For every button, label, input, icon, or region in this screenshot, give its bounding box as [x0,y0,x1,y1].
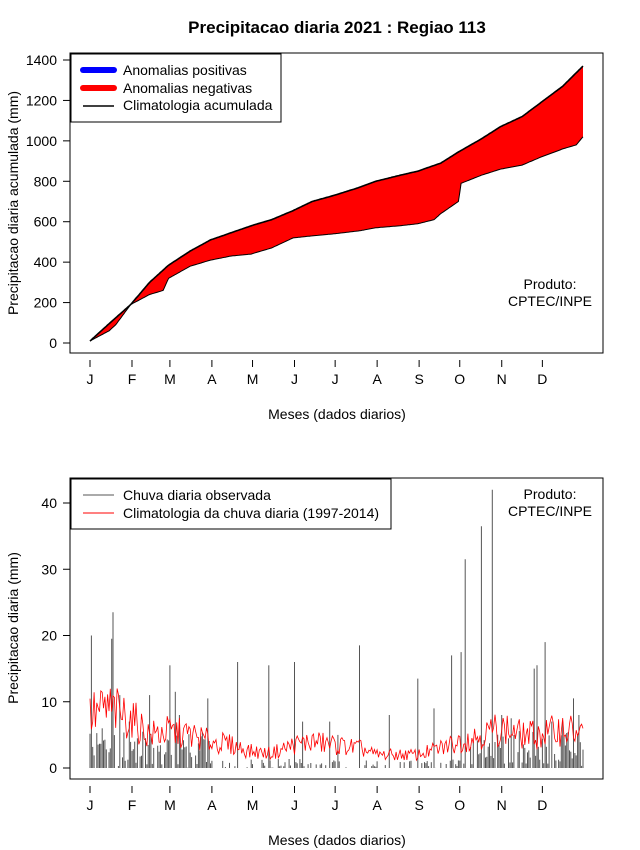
y-axis-label-bottom: Precipitacao diaria (mm) [5,552,21,704]
figure-title: Precipitacao diaria 2021 : Regiao 113 [188,18,486,37]
product-source-top: CPTEC/INPE [508,293,592,309]
x-axis-label-top: Meses (dados diarios) [268,406,406,422]
x-tick-label: F [128,371,137,387]
product-source-bottom: CPTEC/INPE [508,503,592,519]
legend-bottom: Chuva diaria observada Climatologia da c… [70,478,392,530]
y-tick-label: 600 [34,214,58,230]
legend-label-negative: Anomalias negativas [123,80,252,96]
x-tick-label: F [128,797,137,813]
legend-label-positive: Anomalias positivas [123,62,247,78]
x-tick-label: M [164,371,176,387]
x-tick-label: D [537,371,547,387]
x-tick-label: A [372,797,382,813]
observed-cumulative-line [89,136,584,342]
y-axis-top: 0 200 400 600 800 1000 1200 1400 [26,52,70,351]
negative-anomaly-area [90,66,583,341]
product-label-bottom: Produto: [524,486,577,502]
x-tick-label: A [372,371,382,387]
x-tick-label: J [291,797,298,813]
cumulative-chart: 0 200 400 600 800 1000 1200 1400 J F M A M J J A S O N D M… [5,52,604,422]
legend-top: Anomalias positivas Anomalias negativas … [70,53,282,123]
plot-frame-bottom [69,477,604,780]
x-tick-label: O [454,797,465,813]
x-tick-label: J [332,371,339,387]
x-tick-label: D [537,797,547,813]
y-tick-label: 40 [41,495,57,511]
y-axis-label-top: Precipitacao diaria acumulada (mm) [5,91,21,315]
daily-climatology-line [89,688,584,762]
y-tick-label: 30 [41,561,57,577]
legend-label-climatology: Climatologia acumulada [123,97,273,113]
product-label-top: Produto: [524,276,577,292]
legend-label-observed: Chuva diaria observada [123,487,271,503]
daily-bars [89,489,584,768]
x-axis-label-bottom: Meses (dados diarios) [268,832,406,848]
y-tick-label: 10 [41,694,57,710]
x-tick-label: J [87,371,94,387]
x-tick-label: N [497,371,507,387]
legend-label-climatology-daily: Climatologia da chuva diaria (1997-2014) [123,505,379,521]
y-tick-label: 1000 [26,133,57,149]
x-tick-label: J [87,797,94,813]
x-tick-label: J [332,797,339,813]
y-axis-bottom: 0 10 20 30 40 [41,495,70,776]
anomaly-ribbon [90,66,583,341]
daily-climatology-series [89,688,584,762]
y-tick-label: 0 [49,760,57,776]
x-tick-label: O [454,371,465,387]
climatology-cumulative-line [89,65,584,342]
daily-chart: 0 10 20 30 40 J F M A M J J A S O N D Meses (dados diar… [5,477,604,848]
x-tick-label: A [207,371,217,387]
y-tick-label: 400 [34,254,58,270]
cumulative-lines [89,65,584,342]
x-tick-label: J [291,371,298,387]
y-tick-label: 1200 [26,92,57,108]
x-tick-label: M [247,371,259,387]
y-tick-label: 20 [41,628,57,644]
legend-box-bottom [70,478,392,530]
y-tick-label: 200 [34,295,58,311]
x-tick-label: S [414,797,423,813]
x-tick-label: M [164,797,176,813]
x-tick-label: S [414,371,423,387]
plot-frame-top [69,52,604,354]
y-tick-label: 0 [49,335,57,351]
y-tick-label: 1400 [26,52,57,68]
y-tick-label: 800 [34,173,58,189]
x-tick-label: A [207,797,217,813]
x-tick-label: M [247,797,259,813]
x-tick-label: N [497,797,507,813]
